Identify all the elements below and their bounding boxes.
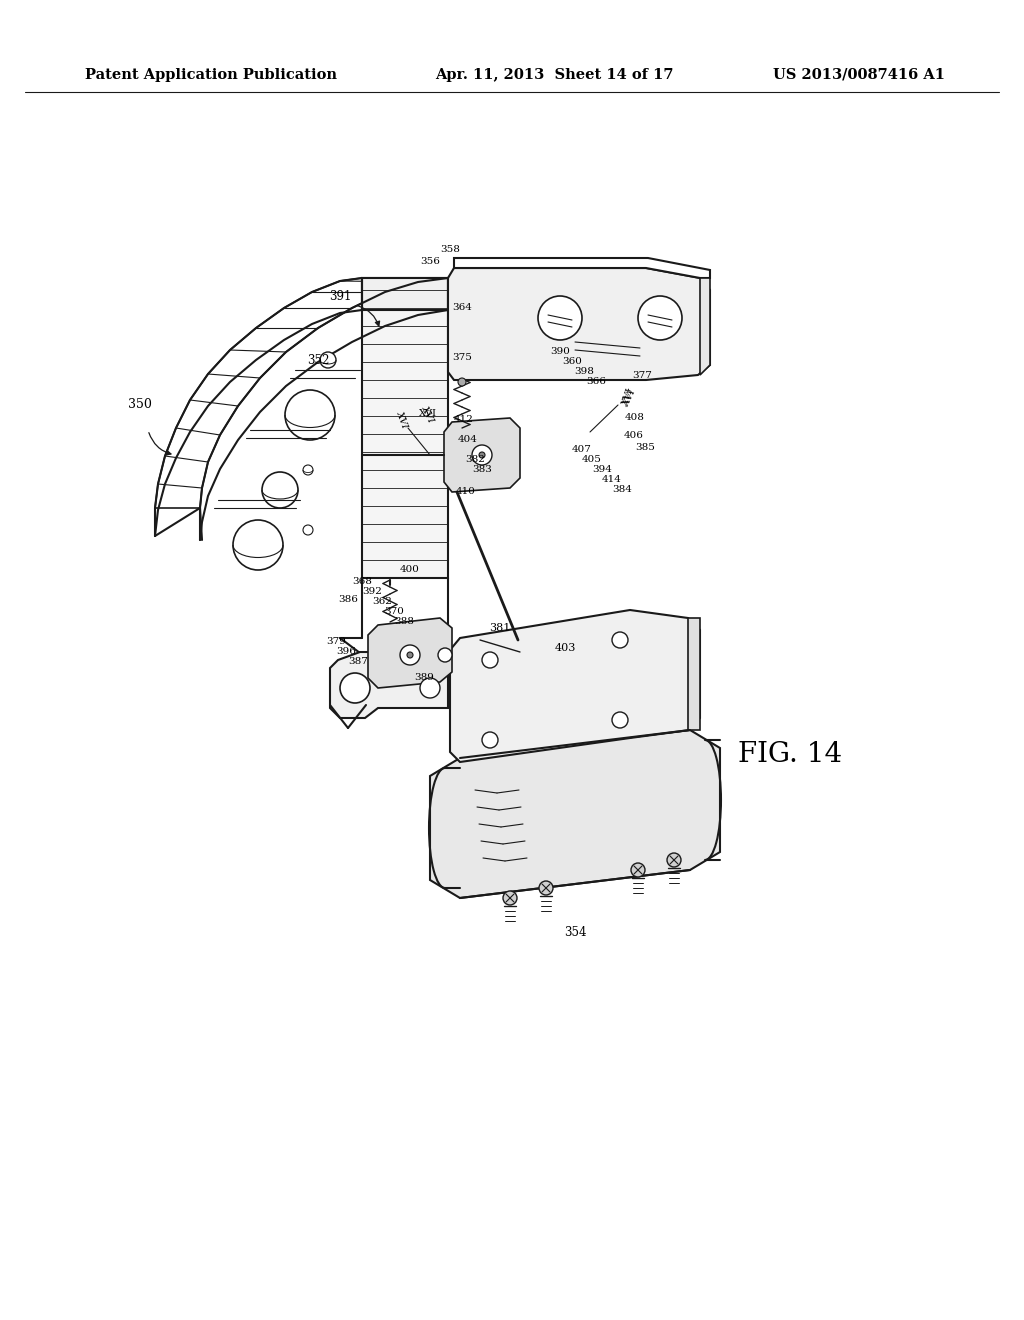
Text: 377: 377 (632, 371, 652, 380)
Text: 358: 358 (440, 246, 460, 255)
Circle shape (407, 652, 413, 657)
Circle shape (233, 520, 283, 570)
Circle shape (631, 863, 645, 876)
Text: XVI: XVI (420, 404, 436, 424)
Text: 382: 382 (465, 455, 485, 465)
Text: 384: 384 (612, 486, 632, 495)
Text: XVI: XVI (621, 388, 635, 408)
Text: 391: 391 (329, 289, 351, 302)
Text: 405: 405 (582, 455, 602, 465)
Text: Patent Application Publication: Patent Application Publication (85, 69, 337, 82)
Text: 375: 375 (452, 354, 472, 363)
Text: 414: 414 (602, 475, 622, 484)
Text: XVI: XVI (419, 409, 437, 418)
Text: 394: 394 (592, 466, 612, 474)
Text: 350: 350 (128, 399, 152, 412)
Text: 389: 389 (414, 673, 434, 682)
Circle shape (667, 853, 681, 867)
Text: 370: 370 (384, 607, 403, 616)
Polygon shape (155, 279, 449, 508)
Circle shape (262, 473, 298, 508)
Text: XVI: XVI (623, 388, 638, 408)
Text: 383: 383 (472, 466, 492, 474)
Text: 387: 387 (348, 657, 368, 667)
Text: 410: 410 (456, 487, 476, 496)
Circle shape (400, 645, 420, 665)
Text: 364: 364 (452, 304, 472, 313)
Circle shape (538, 296, 582, 341)
Text: 406: 406 (624, 430, 644, 440)
Text: 396: 396 (336, 648, 356, 656)
Circle shape (638, 296, 682, 341)
Circle shape (303, 525, 313, 535)
Circle shape (539, 880, 553, 895)
Text: FIG. 14: FIG. 14 (738, 742, 842, 768)
Polygon shape (688, 618, 700, 730)
Polygon shape (449, 268, 710, 380)
Circle shape (420, 678, 440, 698)
Circle shape (340, 673, 370, 704)
Polygon shape (362, 279, 449, 578)
Text: 398: 398 (574, 367, 594, 376)
Text: 381: 381 (489, 623, 511, 634)
Circle shape (458, 378, 466, 385)
Text: 368: 368 (352, 578, 372, 586)
Text: Apr. 11, 2013  Sheet 14 of 17: Apr. 11, 2013 Sheet 14 of 17 (435, 69, 674, 82)
Text: XVI: XVI (394, 411, 410, 430)
Text: 388: 388 (394, 618, 414, 627)
Text: US 2013/0087416 A1: US 2013/0087416 A1 (773, 69, 945, 82)
Text: 400: 400 (400, 565, 420, 574)
Circle shape (285, 389, 335, 440)
Circle shape (438, 648, 452, 663)
Text: 390: 390 (550, 347, 570, 356)
Text: 386: 386 (338, 595, 358, 605)
Text: 385: 385 (635, 444, 655, 453)
Polygon shape (700, 279, 710, 375)
Polygon shape (444, 418, 520, 492)
Text: 379: 379 (326, 638, 346, 647)
Circle shape (612, 632, 628, 648)
Text: 407: 407 (572, 446, 592, 454)
Polygon shape (450, 610, 700, 762)
Circle shape (482, 652, 498, 668)
Circle shape (482, 733, 498, 748)
Text: 356: 356 (420, 257, 440, 267)
Polygon shape (362, 279, 449, 310)
Circle shape (503, 891, 517, 906)
Circle shape (319, 352, 336, 368)
Text: 360: 360 (562, 358, 582, 367)
Text: 366: 366 (586, 378, 606, 387)
Text: 403: 403 (554, 643, 575, 653)
Circle shape (303, 465, 313, 475)
Text: 404: 404 (458, 436, 478, 445)
Polygon shape (368, 618, 452, 688)
Polygon shape (330, 652, 449, 718)
Circle shape (612, 711, 628, 729)
Circle shape (479, 451, 485, 458)
Text: 362: 362 (372, 598, 392, 606)
Text: 412: 412 (454, 416, 474, 425)
Circle shape (472, 445, 492, 465)
Polygon shape (430, 730, 720, 898)
Text: 408: 408 (625, 413, 645, 422)
Text: 352: 352 (307, 354, 329, 367)
Text: 392: 392 (362, 587, 382, 597)
Text: 354: 354 (564, 925, 587, 939)
Polygon shape (454, 257, 710, 279)
